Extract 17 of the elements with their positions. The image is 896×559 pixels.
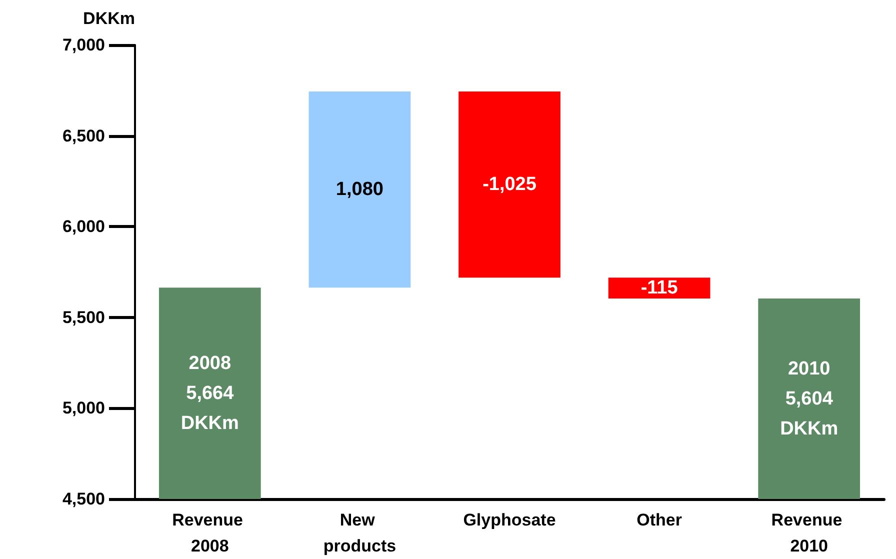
y-axis-title: DKKm — [83, 9, 135, 28]
data-label: 2010 5,604 DKKm — [780, 358, 838, 440]
y-tick-label: 6,500 — [62, 126, 105, 146]
y-tick-label: 5,500 — [62, 308, 105, 327]
x-tick-label: Revenue 2008 — [172, 510, 248, 556]
x-tick-label: Revenue 2010 — [771, 510, 847, 556]
y-tick-label: 5,000 — [62, 398, 105, 418]
x-tick-label: Other — [636, 510, 682, 530]
x-tick-label: Glyphosate — [463, 510, 556, 530]
data-label: -1,025 — [482, 174, 537, 196]
y-tick-label: 6,000 — [62, 217, 105, 236]
y-tick-label: 7,000 — [62, 36, 105, 54]
data-label: -115 — [640, 278, 678, 299]
y-tick-label: 4,500 — [62, 490, 105, 508]
data-label: 1,080 — [336, 179, 384, 200]
x-tick-label: New products — [323, 510, 396, 556]
data-label: 2008 5,664 DKKm — [180, 352, 239, 434]
